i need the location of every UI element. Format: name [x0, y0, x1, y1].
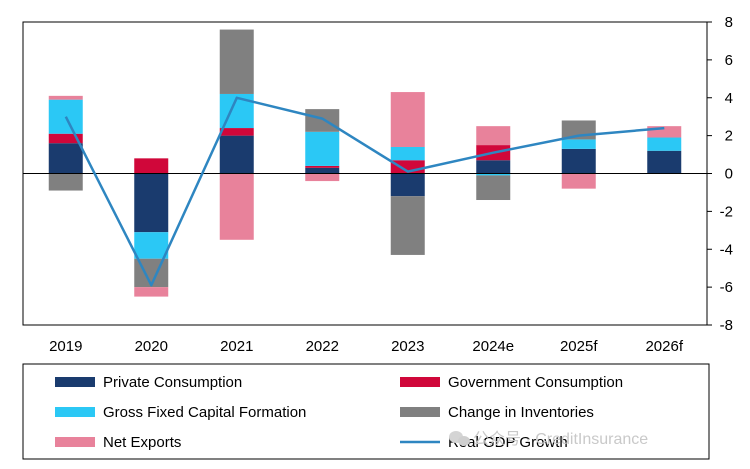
bar-net-exports-2022 — [305, 173, 340, 182]
plot-area — [22, 21, 708, 326]
series-line-real-gdp-growth — [64, 96, 665, 287]
bar-private-consumption-2022 — [305, 167, 340, 174]
legend-key-net-exports — [55, 437, 95, 447]
y-tick-label: -8 — [720, 317, 733, 334]
y-tick-label: 8 — [725, 14, 733, 31]
x-tick-label: 2024e — [472, 338, 514, 355]
x-tick-label: 2026f — [645, 338, 683, 355]
bar-private-consumption-2023 — [390, 173, 425, 197]
legend-frame — [22, 363, 710, 460]
bar-private-consumption-2024e — [476, 160, 511, 174]
bar-gross-fixed-capital-formation-2025f — [561, 139, 596, 149]
x-tick-label: 2023 — [391, 338, 424, 355]
bar-net-exports-2021 — [219, 173, 254, 240]
wechat-icon — [449, 431, 470, 446]
legend-key-government-consumption — [400, 377, 440, 387]
y-tick-label: -4 — [720, 241, 733, 258]
watermark-text: 公众号 · CreditInsurance — [473, 430, 648, 448]
bar-net-exports-2026f — [647, 126, 682, 138]
bar-private-consumption-2020 — [134, 173, 169, 233]
bar-change-in-inventories-2021 — [219, 29, 254, 94]
bar-government-consumption-2022 — [305, 165, 340, 168]
legend-label-government-consumption: Government Consumption — [448, 374, 623, 391]
watermark: 公众号 · CreditInsurance — [449, 430, 648, 448]
legend-label-real-gdp-growth: Real GDP Growth — [448, 434, 568, 451]
bar-private-consumption-2026f — [647, 150, 682, 174]
bar-net-exports-2025f — [561, 173, 596, 189]
bar-gross-fixed-capital-formation-2020 — [134, 232, 169, 259]
bar-government-consumption-2019 — [48, 133, 83, 144]
bar-gross-fixed-capital-formation-2024e — [476, 173, 511, 176]
bar-net-exports-2019 — [48, 95, 83, 100]
bar-government-consumption-2021 — [219, 128, 254, 136]
bar-gross-fixed-capital-formation-2019 — [48, 99, 83, 134]
bar-gross-fixed-capital-formation-2023 — [390, 146, 425, 161]
bars — [48, 29, 682, 297]
bar-net-exports-2020 — [134, 287, 169, 297]
bar-net-exports-2024e — [476, 126, 511, 146]
bar-gross-fixed-capital-formation-2026f — [647, 137, 682, 151]
bar-change-in-inventories-2023 — [390, 196, 425, 255]
bar-change-in-inventories-2019 — [48, 173, 83, 191]
x-tick-label: 2025f — [560, 338, 598, 355]
x-tick-label: 2022 — [306, 338, 339, 355]
y-tick-label: 0 — [725, 166, 733, 183]
legend-label-net-exports: Net Exports — [103, 434, 181, 451]
bar-change-in-inventories-2024e — [476, 175, 511, 201]
y-tick-label: 4 — [725, 90, 733, 107]
x-tick-label: 2019 — [49, 338, 82, 355]
x-tick-label: 2021 — [220, 338, 253, 355]
legend-label-change-in-inventories: Change in Inventories — [448, 404, 594, 421]
y-tick-label: 6 — [725, 52, 733, 69]
legend-key-gross-fixed-capital-formation — [55, 407, 95, 417]
legend-items: Private Consumption Government Consumptio… — [55, 374, 623, 451]
bar-gross-fixed-capital-formation-2022 — [305, 131, 340, 166]
y-axis: 8 6 4 2 0 -2 -4 -6 -8 — [707, 14, 733, 334]
x-tick-label: 2020 — [135, 338, 168, 355]
bar-change-in-inventories-2022 — [305, 109, 340, 132]
bar-private-consumption-2021 — [219, 135, 254, 174]
bar-private-consumption-2025f — [561, 148, 596, 174]
legend-label-private-consumption: Private Consumption — [103, 374, 242, 391]
bar-private-consumption-2019 — [48, 143, 83, 174]
x-axis: 2019 2020 2021 2022 2023 2024e 2025f 2026f — [49, 338, 684, 355]
legend-key-private-consumption — [55, 377, 95, 387]
y-tick-label: -6 — [720, 279, 733, 296]
y-tick-label: 2 — [725, 128, 733, 145]
bar-government-consumption-2020 — [134, 158, 169, 174]
legend: Private Consumption Government Consumptio… — [22, 363, 710, 460]
bar-net-exports-2023 — [390, 92, 425, 147]
legend-label-gross-fixed-capital-formation: Gross Fixed Capital Formation — [103, 404, 306, 421]
y-tick-label: -2 — [720, 203, 733, 220]
legend-key-change-in-inventories — [400, 407, 440, 417]
